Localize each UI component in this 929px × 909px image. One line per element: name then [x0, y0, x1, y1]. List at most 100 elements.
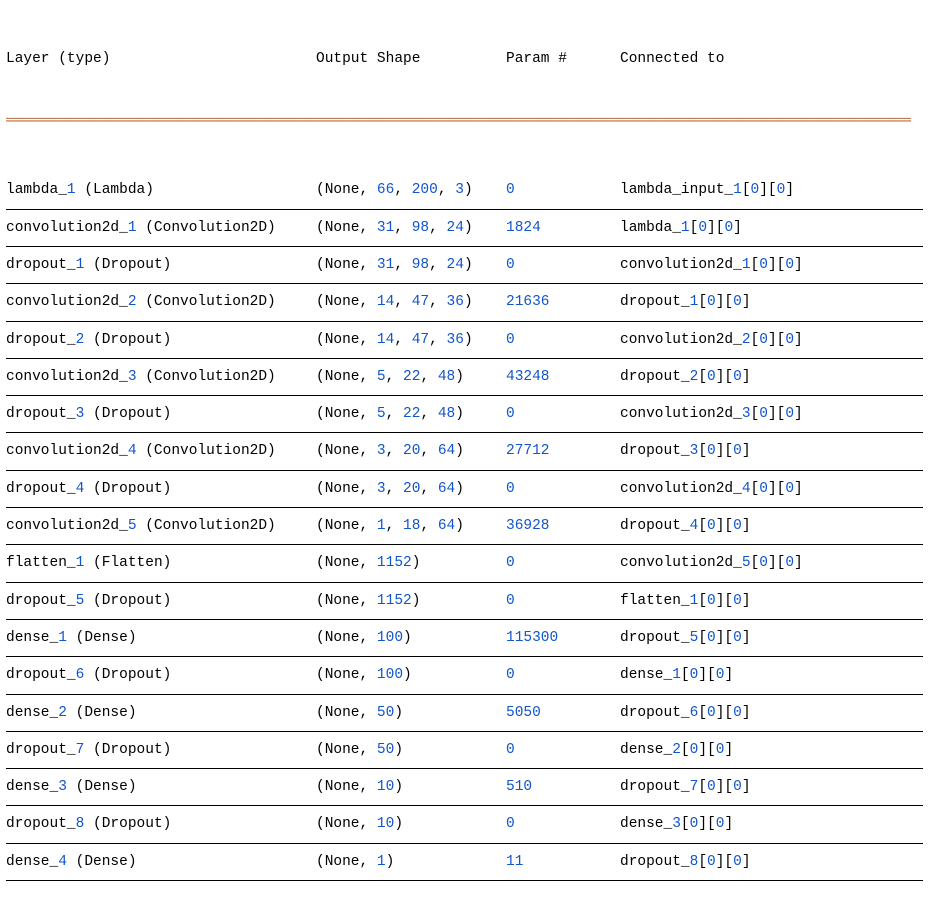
output-shape-cell: (None, 10)	[316, 814, 506, 834]
table-row: dropout_2 (Dropout)(None, 14, 47, 36)0co…	[6, 322, 923, 359]
col-header-params: Param #	[506, 49, 620, 69]
layer-type-cell: dropout_4 (Dropout)	[6, 479, 316, 499]
model-summary-table: Layer (type) Output Shape Param # Connec…	[6, 8, 923, 901]
table-row: dropout_7 (Dropout)(None, 50)0dense_2[0]…	[6, 732, 923, 769]
param-count-cell: 21636	[506, 292, 620, 312]
param-count-cell: 11	[506, 852, 620, 872]
connected-to-cell: lambda_input_1[0][0]	[620, 180, 923, 200]
param-count-cell: 43248	[506, 367, 620, 387]
table-row: flatten_1 (Flatten)(None, 1152)0convolut…	[6, 545, 923, 582]
col-header-output-shape: Output Shape	[316, 49, 506, 69]
layer-type-cell: dense_3 (Dense)	[6, 777, 316, 797]
connected-to-cell: dense_3[0][0]	[620, 814, 923, 834]
output-shape-cell: (None, 1)	[316, 852, 506, 872]
table-row: convolution2d_1 (Convolution2D)(None, 31…	[6, 210, 923, 247]
output-shape-cell: (None, 31, 98, 24)	[316, 218, 506, 238]
layer-type-cell: convolution2d_2 (Convolution2D)	[6, 292, 316, 312]
connected-to-cell: dense_2[0][0]	[620, 740, 923, 760]
layer-type-cell: convolution2d_3 (Convolution2D)	[6, 367, 316, 387]
param-count-cell: 115300	[506, 628, 620, 648]
output-shape-cell: (None, 5, 22, 48)	[316, 367, 506, 387]
output-shape-cell: (None, 66, 200, 3)	[316, 180, 506, 200]
connected-to-cell: convolution2d_1[0][0]	[620, 255, 923, 275]
connected-to-cell: dropout_4[0][0]	[620, 516, 923, 536]
table-row: convolution2d_5 (Convolution2D)(None, 1,…	[6, 508, 923, 545]
connected-to-cell: dropout_3[0][0]	[620, 441, 923, 461]
param-count-cell: 0	[506, 740, 620, 760]
param-count-cell: 27712	[506, 441, 620, 461]
table-row: dropout_4 (Dropout)(None, 3, 20, 64)0con…	[6, 471, 923, 508]
col-header-connected: Connected to	[620, 49, 923, 69]
param-count-cell: 0	[506, 404, 620, 424]
connected-to-cell: lambda_1[0][0]	[620, 218, 923, 238]
connected-to-cell: flatten_1[0][0]	[620, 591, 923, 611]
connected-to-cell: convolution2d_2[0][0]	[620, 330, 923, 350]
param-count-cell: 0	[506, 553, 620, 573]
param-count-cell: 1824	[506, 218, 620, 238]
connected-to-cell: convolution2d_5[0][0]	[620, 553, 923, 573]
param-count-cell: 0	[506, 814, 620, 834]
table-row: dense_4 (Dense)(None, 1)11dropout_8[0][0…	[6, 844, 923, 881]
table-row: convolution2d_4 (Convolution2D)(None, 3,…	[6, 433, 923, 470]
layer-type-cell: dropout_6 (Dropout)	[6, 665, 316, 685]
table-row: dropout_5 (Dropout)(None, 1152)0flatten_…	[6, 583, 923, 620]
output-shape-cell: (None, 100)	[316, 665, 506, 685]
table-row: convolution2d_3 (Convolution2D)(None, 5,…	[6, 359, 923, 396]
table-row: lambda_1 (Lambda)(None, 66, 200, 3)0lamb…	[6, 172, 923, 209]
table-row: dense_1 (Dense)(None, 100)115300dropout_…	[6, 620, 923, 657]
connected-to-cell: dropout_7[0][0]	[620, 777, 923, 797]
output-shape-cell: (None, 1152)	[316, 591, 506, 611]
layer-type-cell: dropout_3 (Dropout)	[6, 404, 316, 424]
connected-to-cell: dropout_6[0][0]	[620, 703, 923, 723]
output-shape-cell: (None, 1152)	[316, 553, 506, 573]
output-shape-cell: (None, 14, 47, 36)	[316, 292, 506, 312]
layer-type-cell: dropout_1 (Dropout)	[6, 255, 316, 275]
layer-type-cell: convolution2d_4 (Convolution2D)	[6, 441, 316, 461]
layer-type-cell: lambda_1 (Lambda)	[6, 180, 316, 200]
connected-to-cell: dropout_2[0][0]	[620, 367, 923, 387]
connected-to-cell: dropout_1[0][0]	[620, 292, 923, 312]
table-header-row: Layer (type) Output Shape Param # Connec…	[6, 49, 923, 71]
layer-type-cell: flatten_1 (Flatten)	[6, 553, 316, 573]
output-shape-cell: (None, 10)	[316, 777, 506, 797]
output-shape-cell: (None, 50)	[316, 703, 506, 723]
connected-to-cell: convolution2d_3[0][0]	[620, 404, 923, 424]
layer-type-cell: dropout_7 (Dropout)	[6, 740, 316, 760]
layer-type-cell: dense_4 (Dense)	[6, 852, 316, 872]
table-row: dropout_6 (Dropout)(None, 100)0dense_1[0…	[6, 657, 923, 694]
output-shape-cell: (None, 14, 47, 36)	[316, 330, 506, 350]
table-body: lambda_1 (Lambda)(None, 66, 200, 3)0lamb…	[6, 172, 923, 881]
layer-type-cell: dense_1 (Dense)	[6, 628, 316, 648]
table-row: dense_3 (Dense)(None, 10)510dropout_7[0]…	[6, 769, 923, 806]
header-separator-double-line: ════════════════════════════════════════…	[6, 111, 923, 131]
table-row: dense_2 (Dense)(None, 50)5050dropout_6[0…	[6, 695, 923, 732]
output-shape-cell: (None, 1, 18, 64)	[316, 516, 506, 536]
layer-type-cell: convolution2d_1 (Convolution2D)	[6, 218, 316, 238]
table-row: convolution2d_2 (Convolution2D)(None, 14…	[6, 284, 923, 321]
connected-to-cell: dropout_5[0][0]	[620, 628, 923, 648]
connected-to-cell: dense_1[0][0]	[620, 665, 923, 685]
layer-type-cell: dense_2 (Dense)	[6, 703, 316, 723]
output-shape-cell: (None, 100)	[316, 628, 506, 648]
param-count-cell: 0	[506, 255, 620, 275]
table-row: dropout_3 (Dropout)(None, 5, 22, 48)0con…	[6, 396, 923, 433]
param-count-cell: 36928	[506, 516, 620, 536]
col-header-layer: Layer (type)	[6, 49, 316, 69]
param-count-cell: 0	[506, 665, 620, 685]
output-shape-cell: (None, 31, 98, 24)	[316, 255, 506, 275]
param-count-cell: 0	[506, 591, 620, 611]
param-count-cell: 510	[506, 777, 620, 797]
output-shape-cell: (None, 3, 20, 64)	[316, 479, 506, 499]
param-count-cell: 0	[506, 330, 620, 350]
connected-to-cell: dropout_8[0][0]	[620, 852, 923, 872]
output-shape-cell: (None, 50)	[316, 740, 506, 760]
layer-type-cell: dropout_2 (Dropout)	[6, 330, 316, 350]
param-count-cell: 0	[506, 479, 620, 499]
layer-type-cell: convolution2d_5 (Convolution2D)	[6, 516, 316, 536]
table-row: dropout_8 (Dropout)(None, 10)0dense_3[0]…	[6, 806, 923, 843]
param-count-cell: 0	[506, 180, 620, 200]
layer-type-cell: dropout_5 (Dropout)	[6, 591, 316, 611]
table-row: dropout_1 (Dropout)(None, 31, 98, 24)0co…	[6, 247, 923, 284]
layer-type-cell: dropout_8 (Dropout)	[6, 814, 316, 834]
output-shape-cell: (None, 5, 22, 48)	[316, 404, 506, 424]
